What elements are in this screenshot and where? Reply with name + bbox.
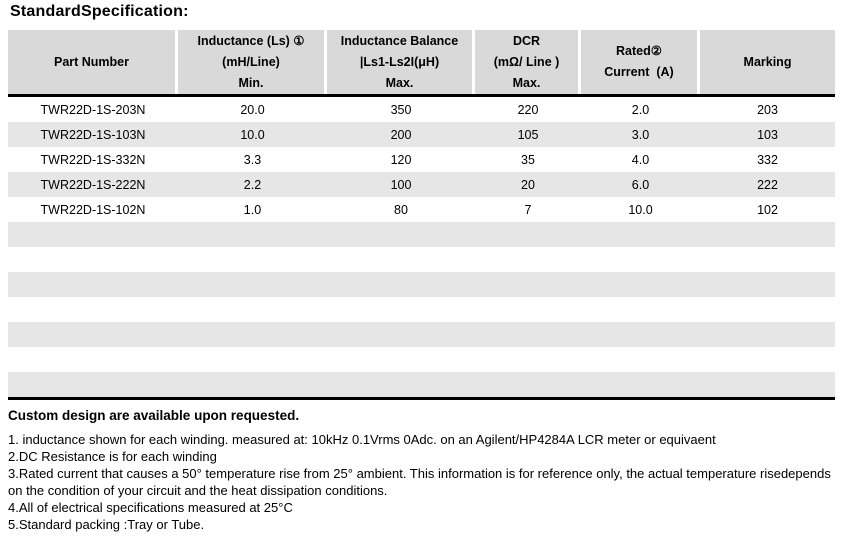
cell-inductance-balance: 350 [390, 102, 412, 117]
cell-part-number: TWR22D-1S-103N [40, 127, 146, 142]
header-line: Current (A) [604, 65, 674, 79]
header-line: (mΩ/ Line ) [493, 54, 560, 69]
cell-part-number: TWR22D-1S-332N [40, 152, 146, 167]
cell-rated-current: 3.0 [631, 127, 650, 142]
empty-row [8, 272, 835, 297]
cell-inductance: 20.0 [240, 102, 265, 117]
header-inductance-balance: Inductance Balance |Ls1-Ls2I(μH) Max. [327, 30, 475, 94]
table-row: TWR22D-1S-222N 2.2 100 20 6.0 222 [8, 172, 835, 197]
cell-inductance: 10.0 [240, 127, 265, 142]
cell-rated-current: 2.0 [631, 102, 650, 117]
header-line: Part Number [53, 54, 130, 69]
cell-part-number: TWR22D-1S-102N [40, 202, 146, 217]
note-item-2: 2.DC Resistance is for each winding [8, 449, 217, 464]
cell-part-number: TWR22D-1S-203N [40, 102, 146, 117]
header-line: Marking [743, 54, 792, 69]
cell-dcr: 20 [521, 177, 535, 192]
header-line: DCR [512, 33, 541, 48]
empty-row [8, 297, 835, 322]
cell-dcr: 35 [521, 152, 535, 167]
empty-row [8, 322, 835, 347]
table-row: TWR22D-1S-332N 3.3 120 35 4.0 332 [8, 147, 835, 172]
header-line: Inductance Balance [340, 33, 459, 48]
header-part-number: Part Number [8, 30, 178, 94]
empty-row [8, 347, 835, 372]
cell-dcr: 105 [517, 127, 539, 142]
empty-row [8, 372, 835, 397]
note-item-1: 1. inductance shown for each winding. me… [8, 432, 716, 447]
cell-dcr: 220 [517, 102, 539, 117]
header-line: (mH/Line) [222, 54, 280, 69]
cell-marking: 203 [757, 102, 778, 117]
note-item-4: 4.All of electrical specifications measu… [8, 500, 293, 515]
header-line: Rated② [616, 44, 662, 58]
cell-marking: 103 [757, 127, 778, 142]
notes-heading: Custom design are available upon request… [8, 408, 300, 423]
cell-inductance: 3.3 [243, 152, 262, 167]
empty-row [8, 247, 835, 272]
note-item-5: 5.Standard packing :Tray or Tube. [8, 517, 205, 532]
note-item-3: 3.Rated current that causes a 50° temper… [8, 466, 831, 498]
table-header-row: Part Number Inductance (Ls) ① (mH/Line) … [8, 30, 835, 97]
cell-marking: 222 [757, 177, 778, 192]
cell-inductance-balance: 200 [390, 127, 412, 142]
cell-rated-current: 10.0 [628, 202, 653, 217]
cell-rated-current: 4.0 [631, 152, 650, 167]
table-row: TWR22D-1S-103N 10.0 200 105 3.0 103 [8, 122, 835, 147]
spec-table: Part Number Inductance (Ls) ① (mH/Line) … [8, 30, 835, 400]
header-marking: Marking [700, 30, 835, 94]
header-line: Inductance (Ls) ① [197, 33, 305, 48]
header-line: |Ls1-Ls2I(μH) [359, 54, 440, 69]
cell-inductance: 2.2 [243, 177, 262, 192]
header-rated-current: Rated② Current (A) [581, 30, 700, 94]
empty-row [8, 222, 835, 247]
notes-section: Custom design are available upon request… [8, 407, 844, 533]
cell-inductance: 1.0 [243, 202, 262, 217]
header-line: Min. [238, 75, 264, 90]
cell-rated-current: 6.0 [631, 177, 650, 192]
header-inductance: Inductance (Ls) ① (mH/Line) Min. [178, 30, 327, 94]
table-row: TWR22D-1S-102N 1.0 80 7 10.0 102 [8, 197, 835, 222]
header-line: Max. [385, 75, 414, 90]
page-title: StandardSpecification: [10, 3, 189, 20]
cell-dcr: 7 [524, 202, 532, 217]
cell-marking: 332 [757, 152, 778, 167]
header-dcr: DCR (mΩ/ Line ) Max. [475, 30, 581, 94]
cell-marking: 102 [757, 202, 778, 217]
cell-inductance-balance: 80 [394, 202, 408, 217]
header-line: Max. [512, 75, 541, 90]
cell-inductance-balance: 100 [390, 177, 412, 192]
table-body: TWR22D-1S-203N 20.0 350 220 2.0 203 TWR2… [8, 97, 835, 400]
cell-inductance-balance: 120 [390, 152, 412, 167]
table-row: TWR22D-1S-203N 20.0 350 220 2.0 203 [8, 97, 835, 122]
cell-part-number: TWR22D-1S-222N [40, 177, 146, 192]
